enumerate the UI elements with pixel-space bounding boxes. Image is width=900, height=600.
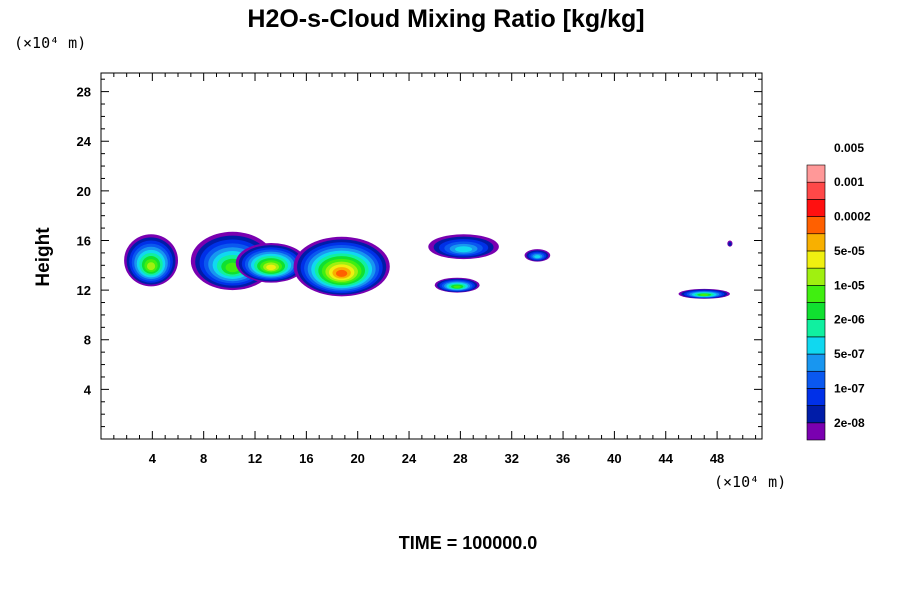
x-tick-label: 32 (504, 451, 518, 466)
colorbar-swatch (806, 422, 826, 441)
colorbar-swatch (806, 336, 826, 355)
x-tick-label: 48 (710, 451, 724, 466)
cloud-region-4 (293, 236, 390, 297)
colorbar-label: 2e-08 (834, 416, 865, 430)
cloud-region-8-level-8 (699, 293, 709, 297)
y-axis-units: (×10⁴ m) (14, 34, 86, 52)
cloud-region-7 (524, 249, 551, 262)
colorbar-swatch (806, 233, 826, 252)
colorbar-label: 1e-05 (834, 278, 865, 292)
cloud-region-7-level-5 (534, 255, 541, 259)
colorbar-label: 0.0002 (834, 210, 871, 224)
colorbar-swatch (806, 285, 826, 303)
x-axis-units: (×10⁴ m) (714, 473, 786, 491)
colorbar-label: 2e-06 (834, 313, 865, 327)
colorbar-swatch (806, 319, 826, 338)
x-tick-label: 28 (453, 451, 467, 466)
y-tick-label: 8 (84, 333, 91, 348)
x-tick-label: 44 (659, 451, 674, 466)
cloud-region-9 (727, 240, 733, 247)
y-tick-label: 16 (77, 233, 91, 248)
x-tick-label: 4 (149, 451, 157, 466)
chart-title: H2O-s-Cloud Mixing Ratio [kg/kg] (247, 5, 644, 33)
y-tick-label: 24 (77, 134, 92, 149)
cloud-region-1 (124, 234, 179, 287)
colorbar-swatch (806, 370, 826, 389)
colorbar-swatch (806, 181, 826, 200)
y-tick-label: 20 (77, 184, 91, 199)
colorbar-swatch (806, 267, 826, 286)
x-tick-label: 8 (200, 451, 207, 466)
colorbar-label: 5e-07 (834, 347, 865, 361)
cloud-region-4-level-12 (335, 269, 348, 277)
cloud-region-1-level-9 (146, 262, 156, 271)
colorbar-swatch (806, 388, 826, 406)
x-tick-label: 16 (299, 451, 313, 466)
cloud-region-8 (678, 288, 730, 299)
colorbar-label: 5e-05 (834, 244, 865, 258)
colorbar-swatch (806, 164, 826, 183)
x-tick-label: 24 (402, 451, 417, 466)
x-tick-label: 12 (248, 451, 262, 466)
colorbar: 2e-08 1e-07 5e-07 2e-06 1e-05 5e-05 0.0002 0.00… (806, 141, 871, 441)
plot-frame (100, 72, 763, 440)
time-label: TIME = 100000.0 (399, 533, 538, 553)
y-tick-label: 28 (77, 85, 91, 100)
colorbar-label: 1e-07 (834, 381, 865, 395)
colorbar-swatch (806, 199, 826, 217)
colorbar-swatch (806, 302, 826, 320)
y-tick-label: 12 (77, 283, 91, 298)
x-tick-label: 36 (556, 451, 570, 466)
colorbar-swatch (806, 250, 826, 269)
x-tick-label: 40 (607, 451, 621, 466)
y-axis-label: Height (33, 227, 54, 287)
cloud-region-6 (434, 277, 480, 293)
cloud-region-9-level-1 (728, 242, 732, 246)
cloud-region-6-level-8 (453, 285, 461, 289)
plot-area (124, 231, 733, 299)
colorbar-swatch (806, 353, 826, 372)
colorbar-swatch (806, 405, 826, 424)
x-tick-label: 20 (350, 451, 364, 466)
colorbar-label: 0.005 (834, 141, 864, 155)
y-tick-label: 4 (84, 382, 92, 397)
colorbar-label: 0.001 (834, 175, 864, 189)
cloud-region-5 (428, 234, 499, 260)
cloud-region-5-level-5 (455, 246, 473, 253)
cloud-region-3 (235, 242, 307, 283)
cloud-region-3-level-10 (266, 264, 276, 271)
colorbar-swatch (806, 216, 826, 235)
